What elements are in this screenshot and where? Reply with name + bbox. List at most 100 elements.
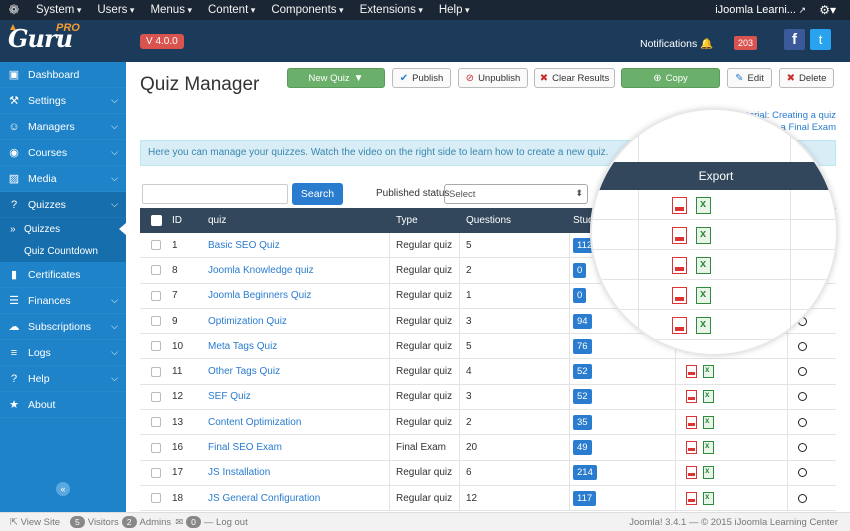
sidebar-subitem-quiz-countdown[interactable]: Quiz Countdown [0,240,126,262]
excel-export-icon[interactable] [703,491,714,505]
collapse-sidebar-icon[interactable]: « [56,482,70,496]
search-input[interactable] [142,184,288,204]
excel-export-icon[interactable] [696,227,711,244]
sidebar-item-courses[interactable]: ◉ Courses ⌵ [0,140,126,166]
row-checkbox[interactable] [151,442,161,453]
students-badge[interactable]: 35 [573,414,592,430]
row-checkbox[interactable] [151,316,161,327]
sidebar-item-media[interactable]: ▨ Media ⌵ [0,166,126,192]
students-badge[interactable]: 76 [573,338,592,354]
excel-export-icon[interactable] [696,197,711,214]
row-checkbox[interactable] [151,240,161,251]
quiz-title-link[interactable]: JS General Configuration [208,492,321,504]
sidebar-item-dashboard[interactable]: ▣ Dashboard [0,62,126,88]
excel-export-icon[interactable] [703,365,714,379]
pdf-export-icon[interactable] [686,390,697,404]
sidebar-item-logs[interactable]: ≡ Logs ⌵ [0,340,126,366]
col-id[interactable]: ID [172,215,182,226]
guru-logo[interactable]: ▲ Guru PRO [8,22,80,53]
row-checkbox[interactable] [151,417,161,428]
published-check-icon[interactable] [798,392,807,402]
row-checkbox[interactable] [151,467,161,478]
site-link[interactable]: iJoomla Learni... [715,4,806,16]
select-all-checkbox[interactable] [150,215,162,226]
students-badge[interactable]: 0 [573,262,587,278]
sidebar-item-managers[interactable]: ☺ Managers ⌵ [0,114,126,140]
sidebar-item-subscriptions[interactable]: ☁ Subscriptions ⌵ [0,314,126,340]
excel-export-icon[interactable] [696,287,711,304]
pdf-export-icon[interactable] [672,197,687,214]
unpublish-button[interactable]: ⊘ Unpublish [458,68,528,88]
facebook-icon[interactable]: f [784,29,805,50]
sidebar-item-help[interactable]: ? Help ⌵ [0,366,126,392]
excel-export-icon[interactable] [703,466,714,480]
pdf-export-icon[interactable] [686,491,697,505]
delete-button[interactable]: ✖ Delete [779,68,834,88]
quiz-title-link[interactable]: Basic SEO Quiz [208,239,280,251]
row-checkbox[interactable] [151,493,161,504]
pdf-export-icon[interactable] [686,365,697,379]
students-badge[interactable]: 52 [573,389,592,405]
copy-button[interactable]: ⊕ Copy [621,68,720,88]
published-check-icon[interactable] [798,367,807,377]
top-menu-help[interactable]: Help [431,4,478,16]
pdf-export-icon[interactable] [672,257,687,274]
top-menu-system[interactable]: System [28,4,89,16]
pdf-export-icon[interactable] [686,441,697,455]
published-status-select[interactable]: Select [444,184,588,204]
twitter-icon[interactable]: t [810,29,831,50]
top-menu-menus[interactable]: Menus [142,4,200,16]
quiz-title-link[interactable]: Joomla Beginners Quiz [208,290,312,302]
excel-export-icon[interactable] [703,441,714,455]
sidebar-item-about[interactable]: ★ About [0,392,126,418]
quiz-title-link[interactable]: Content Optimization [208,416,302,428]
col-students[interactable]: Stud [573,215,594,226]
pdf-export-icon[interactable] [686,466,697,480]
row-checkbox[interactable] [151,290,161,301]
excel-export-icon[interactable] [696,257,711,274]
top-menu-users[interactable]: Users [89,4,142,16]
joomla-logo-icon[interactable]: ❁ [8,2,20,17]
published-check-icon[interactable] [798,443,807,453]
row-checkbox[interactable] [151,341,161,352]
published-check-icon[interactable] [798,341,807,351]
top-menu-content[interactable]: Content [200,4,263,16]
row-checkbox[interactable] [151,391,161,402]
quiz-title-link[interactable]: JS Installation [208,467,271,479]
edit-button[interactable]: ✎ Edit [727,68,772,88]
students-badge[interactable]: 214 [573,465,597,481]
quiz-title-link[interactable]: Joomla Knowledge quiz [208,264,314,276]
logout-link[interactable]: — Log out [203,516,248,528]
excel-export-icon[interactable] [703,415,714,429]
pdf-export-icon[interactable] [672,227,687,244]
notifications-link[interactable]: Notifications 🔔 [640,38,714,50]
quiz-title-link[interactable]: Meta Tags Quiz [208,340,278,352]
quiz-title-link[interactable]: SEF Quiz [208,391,251,403]
row-checkbox[interactable] [151,265,161,276]
students-badge[interactable]: 94 [573,313,592,329]
clear-results-button[interactable]: ✖ Clear Results [534,68,615,88]
pdf-export-icon[interactable] [672,287,687,304]
sidebar-item-certificates[interactable]: ▮ Certificates [0,262,126,288]
sidebar-subitem-quizzes[interactable]: Quizzes [0,218,126,240]
sidebar-item-quizzes[interactable]: ? Quizzes ⌵ [0,192,126,218]
publish-button[interactable]: ✔ Publish [392,68,451,88]
quiz-title-link[interactable]: Optimization Quiz [208,315,287,327]
top-menu-components[interactable]: Components [263,4,351,16]
published-check-icon[interactable] [798,468,807,478]
row-checkbox[interactable] [151,366,161,377]
col-questions[interactable]: Questions [466,215,512,226]
top-menu-extensions[interactable]: Extensions [352,4,431,16]
excel-export-icon[interactable] [696,317,711,334]
sidebar-item-settings[interactable]: ⚒ Settings ⌵ [0,88,126,114]
quiz-title-link[interactable]: Other Tags Quiz [208,366,281,378]
pdf-export-icon[interactable] [686,415,697,429]
students-badge[interactable]: 52 [573,364,592,380]
col-type[interactable]: Type [396,215,418,226]
published-check-icon[interactable] [798,493,807,503]
notifications-count-badge[interactable]: 203 [734,36,758,50]
col-quiz[interactable]: quiz [208,215,227,226]
view-site-link[interactable]: ⇱ View Site [10,516,61,528]
search-button[interactable]: Search [292,183,343,205]
students-badge[interactable]: 117 [573,490,597,506]
